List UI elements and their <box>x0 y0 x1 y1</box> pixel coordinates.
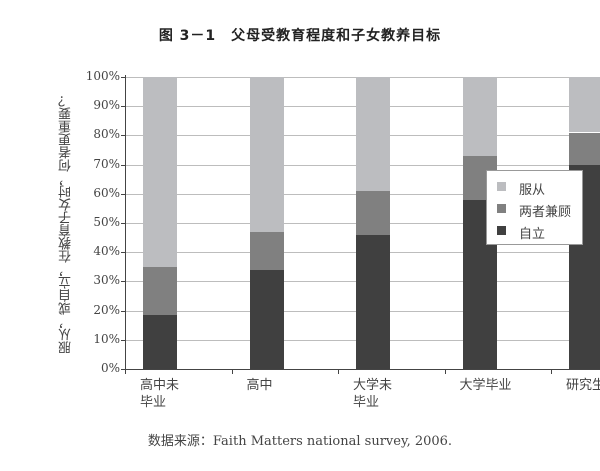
x-tick-label: 高中未 毕业 <box>140 378 180 410</box>
y-tick-label: 0% <box>100 361 120 375</box>
y-tick-mark <box>121 193 126 195</box>
bar-segment <box>462 77 497 156</box>
bar-segment <box>569 132 600 165</box>
y-tick-mark <box>121 369 126 370</box>
y-tick-mark <box>121 310 126 312</box>
y-tick-label: 50% <box>93 215 120 229</box>
legend-swatch-independent <box>497 226 506 235</box>
legend-swatch-both <box>497 204 506 213</box>
x-tick-mark <box>338 369 339 374</box>
y-tick-label: 70% <box>93 156 120 171</box>
bar-0 <box>143 77 177 369</box>
y-tick-mark <box>121 252 126 254</box>
x-tick-label: 高中 <box>246 378 273 393</box>
y-tick-label: 30% <box>93 273 120 288</box>
y-tick-mark <box>121 281 126 283</box>
bar-segment <box>143 266 177 315</box>
chart-title: 图 3－1 父母受教育程度和子女教养目标 <box>158 28 442 44</box>
x-tick-mark <box>551 369 552 374</box>
y-tick-label: 100% <box>85 69 120 83</box>
legend: 服从 两者兼顾 自立 <box>486 170 583 245</box>
bar-segment <box>143 314 177 369</box>
x-tick-mark <box>125 369 126 374</box>
bar-2 <box>356 77 390 369</box>
y-tick-mark <box>121 106 126 108</box>
bar-segment <box>249 269 284 369</box>
y-tick-label: 60% <box>93 185 120 200</box>
x-axis <box>125 369 600 370</box>
y-axis-label: 服从，或自立，在教育子女时，何者更重要？ <box>59 94 74 354</box>
bar-1 <box>249 77 284 369</box>
y-tick-label: 80% <box>93 127 120 142</box>
y-tick-mark <box>121 339 126 341</box>
x-tick-label: 研究生 <box>566 378 600 393</box>
bar-segment <box>249 231 284 270</box>
x-tick-mark <box>444 369 446 374</box>
y-tick-label: 10% <box>93 331 120 346</box>
legend-label: 两者兼顾 <box>519 205 572 220</box>
bar-segment <box>356 77 390 191</box>
legend-label: 服从 <box>519 183 546 198</box>
plot-area <box>125 77 600 369</box>
y-tick-label: 20% <box>93 302 120 317</box>
data-source-note: 数据来源：Faith Matters national survey, 2006… <box>147 434 453 449</box>
legend-swatch-obey <box>497 182 506 191</box>
bar-segment <box>143 77 177 267</box>
y-tick-mark <box>121 77 126 78</box>
y-tick-label: 40% <box>93 244 120 259</box>
bar-segment <box>249 77 284 232</box>
y-tick-label: 90% <box>93 98 120 113</box>
legend-label: 自立 <box>519 227 546 242</box>
y-tick-mark <box>121 223 126 224</box>
y-axis <box>125 75 126 370</box>
bar-segment <box>356 190 390 235</box>
y-tick-mark <box>121 135 126 137</box>
x-tick-label: 大学未 毕业 <box>353 378 393 410</box>
bar-segment <box>356 234 390 369</box>
x-tick-mark <box>231 369 233 374</box>
x-tick-label: 大学毕业 <box>459 378 512 393</box>
bar-segment <box>569 77 600 133</box>
y-tick-mark <box>121 164 126 166</box>
